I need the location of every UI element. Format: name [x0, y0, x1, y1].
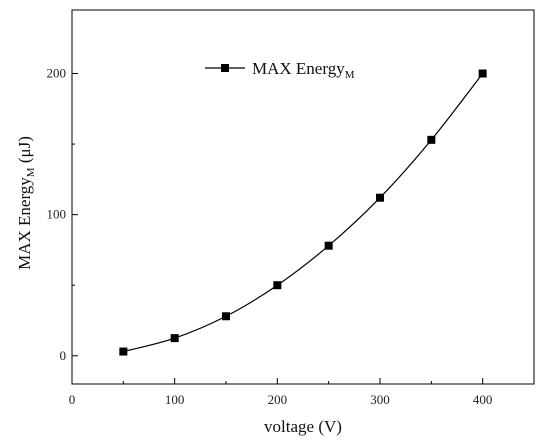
y-axis-title-unit: (μJ)	[15, 136, 34, 167]
x-tick-label: 400	[473, 392, 493, 407]
x-axis: 0 100 200 300 400	[69, 378, 493, 407]
data-point	[119, 347, 128, 356]
series-layer	[119, 69, 487, 356]
legend-label-subscript: M	[345, 69, 355, 81]
x-tick-label: 200	[268, 392, 288, 407]
x-axis-title: voltage (V)	[264, 417, 342, 436]
data-point	[273, 281, 282, 290]
data-point	[427, 135, 436, 144]
data-point	[324, 241, 333, 250]
y-tick-label: 0	[60, 348, 67, 363]
series-line	[123, 73, 484, 353]
x-tick-label: 0	[69, 392, 76, 407]
data-point	[170, 334, 179, 343]
y-axis: 0 100 200	[47, 66, 78, 363]
legend-marker	[221, 64, 229, 72]
y-axis-title-main: MAX Energy	[15, 177, 34, 270]
legend: MAX EnergyM	[205, 59, 355, 81]
plot-frame	[71, 9, 535, 385]
x-tick-label: 300	[370, 392, 390, 407]
data-point	[478, 69, 487, 78]
y-axis-title: MAX EnergyM (μJ)	[15, 136, 37, 270]
data-point	[222, 312, 230, 321]
y-axis-title-subscript: M	[25, 167, 37, 177]
y-tick-label: 200	[47, 66, 67, 81]
y-tick-label: 100	[47, 207, 67, 222]
data-point	[376, 193, 384, 202]
legend-label: MAX EnergyM	[252, 59, 355, 81]
legend-label-main: MAX Energy	[252, 59, 345, 78]
x-tick-label: 100	[165, 392, 185, 407]
